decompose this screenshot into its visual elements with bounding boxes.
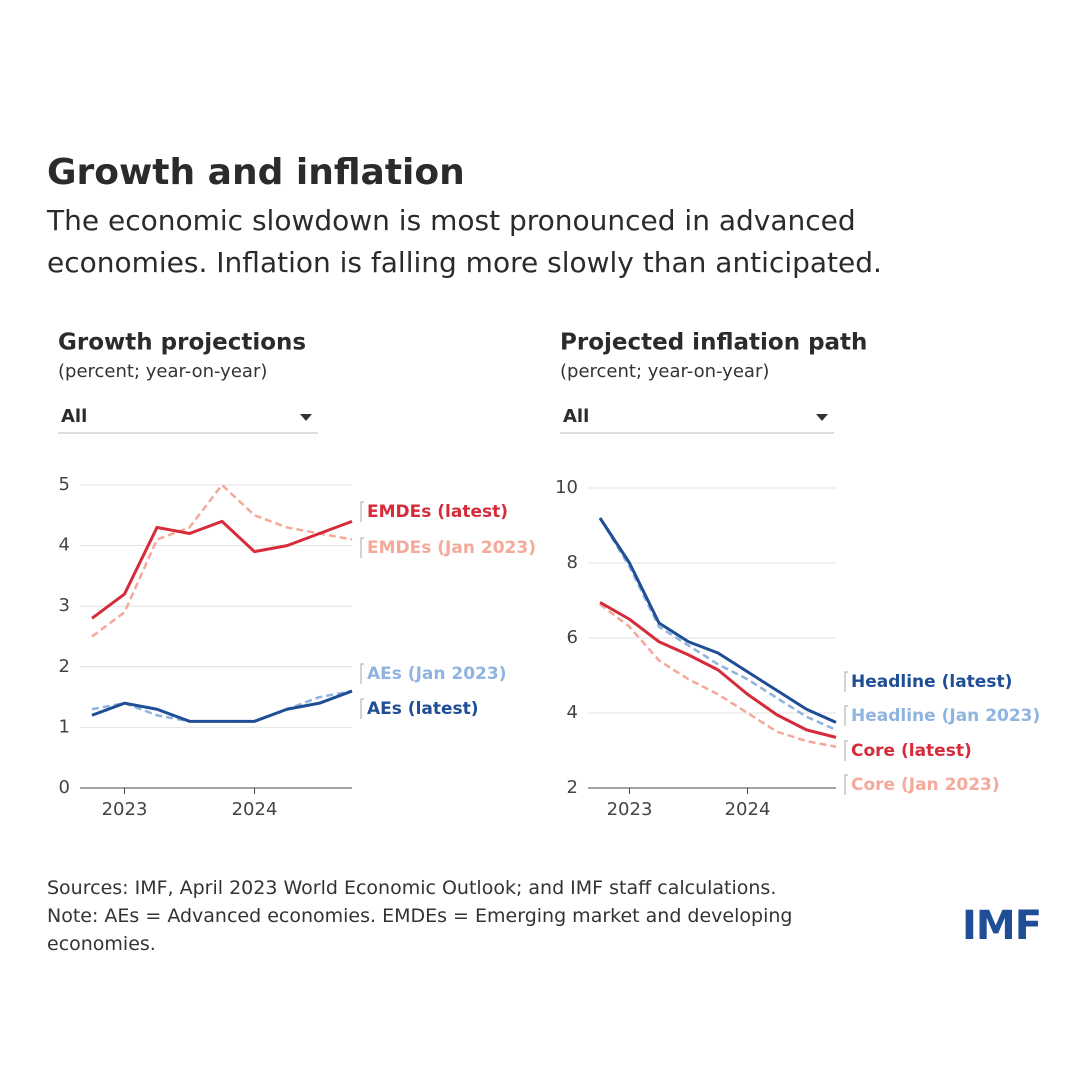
series-line <box>598 517 837 732</box>
y-tick-label: 1 <box>59 716 70 737</box>
y-tick-label: 10 <box>555 477 578 498</box>
dropdown-arrow <box>816 414 828 421</box>
chart-title: Projected inflation path <box>560 330 867 356</box>
legend-bracket <box>360 698 364 719</box>
legend-label: Core (latest) <box>851 741 972 761</box>
legend-label: EMDEs (latest) <box>367 502 508 522</box>
chart-subtitle: (percent; year-on-year) <box>58 361 267 382</box>
x-tick-label: 2023 <box>607 799 653 820</box>
y-tick-label: 5 <box>59 474 70 495</box>
chart-subtitle: (percent; year-on-year) <box>560 361 769 382</box>
series-line <box>599 603 837 748</box>
x-tick-label: 2023 <box>102 799 148 820</box>
legend-label: EMDEs (Jan 2023) <box>367 538 536 558</box>
note: Note: AEs = Advanced economies. EMDEs = … <box>47 905 793 955</box>
x-tick-label: 2024 <box>725 799 771 820</box>
series-line <box>91 689 353 723</box>
subtitle: The economic slowdown is most pronounced… <box>47 204 882 279</box>
dropdown-value: All <box>563 406 589 427</box>
legend-label: Headline (latest) <box>851 672 1012 692</box>
series-line <box>91 483 353 638</box>
legend-label: Headline (Jan 2023) <box>851 706 1040 726</box>
y-tick-label: 0 <box>59 777 70 798</box>
logo: IMF <box>962 903 1042 949</box>
sources: Sources: IMF, April 2023 World Economic … <box>47 877 777 899</box>
dropdown-arrow <box>300 414 312 421</box>
x-tick-label: 2024 <box>232 799 278 820</box>
footer: Sources: IMF, April 2023 World Economic … <box>47 874 897 958</box>
legend-bracket <box>844 705 848 726</box>
y-tick-label: 2 <box>567 777 578 798</box>
chart: Projected inflation path (percent; year-o… <box>555 330 1040 821</box>
y-tick-label: 2 <box>59 656 70 677</box>
chart: Growth projections (percent; year-on-year… <box>58 330 536 820</box>
y-tick-label: 4 <box>567 702 578 723</box>
legend-bracket <box>360 501 364 522</box>
dropdown-value: All <box>61 406 87 427</box>
chart-title: Growth projections <box>58 330 306 356</box>
y-tick-label: 3 <box>59 595 70 616</box>
legend-bracket <box>360 663 364 684</box>
legend-label: AEs (Jan 2023) <box>367 664 506 684</box>
series-line <box>599 601 837 739</box>
series-line <box>598 517 837 724</box>
y-tick-label: 6 <box>567 627 578 648</box>
title: Growth and inflation <box>47 152 465 193</box>
legend-bracket <box>844 671 848 692</box>
series-line <box>91 519 353 620</box>
legend-bracket <box>844 774 848 795</box>
series-line <box>91 689 353 723</box>
legend-bracket <box>844 740 848 761</box>
legend-bracket <box>360 537 364 558</box>
legend-label: AEs (latest) <box>367 699 479 719</box>
legend-label: Core (Jan 2023) <box>851 775 1000 795</box>
y-tick-label: 4 <box>59 535 70 556</box>
y-tick-label: 8 <box>567 552 578 573</box>
